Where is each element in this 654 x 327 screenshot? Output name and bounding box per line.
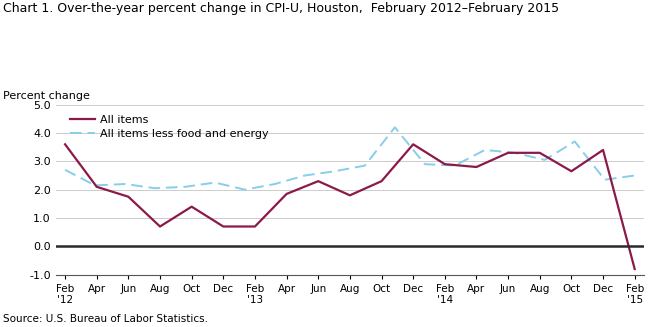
All items (377, 179, 385, 183)
All items (93, 185, 101, 189)
All items (61, 142, 69, 146)
All items less food and energy (91, 183, 99, 187)
All items (346, 193, 354, 197)
All items less food and energy (241, 188, 249, 192)
All items less food and energy (61, 168, 69, 172)
All items (568, 169, 576, 173)
All items less food and energy (601, 178, 609, 182)
All items (599, 148, 607, 152)
Line: All items: All items (65, 144, 634, 269)
All items less food and energy (121, 182, 129, 186)
All items (536, 151, 543, 155)
All items less food and energy (271, 182, 279, 186)
All items less food and energy (511, 151, 519, 155)
All items less food and energy (451, 164, 458, 167)
All items less food and energy (630, 174, 638, 178)
All items (441, 162, 449, 166)
All items (219, 225, 227, 229)
All items less food and energy (421, 162, 429, 166)
All items less food and energy (571, 140, 579, 144)
All items less food and energy (301, 174, 309, 178)
All items (473, 165, 481, 169)
All items less food and energy (211, 181, 219, 184)
All items less food and energy (331, 169, 339, 173)
All items less food and energy (481, 148, 489, 152)
All items (283, 192, 290, 196)
All items less food and energy (541, 158, 549, 162)
All items (156, 225, 164, 229)
Text: Chart 1. Over-the-year percent change in CPI-U, Houston,  February 2012–February: Chart 1. Over-the-year percent change in… (3, 2, 559, 15)
All items (504, 151, 512, 155)
All items less food and energy (151, 186, 159, 190)
All items (630, 267, 638, 271)
All items (188, 205, 196, 209)
All items (315, 179, 322, 183)
All items (251, 225, 259, 229)
Legend: All items, All items less food and energy: All items, All items less food and energ… (67, 112, 272, 142)
All items (124, 195, 132, 199)
All items (409, 142, 417, 146)
Text: Source: U.S. Bureau of Labor Statistics.: Source: U.S. Bureau of Labor Statistics. (3, 314, 208, 324)
Text: Percent change: Percent change (3, 91, 90, 101)
All items less food and energy (181, 185, 189, 189)
All items less food and energy (361, 164, 369, 167)
All items less food and energy (391, 125, 399, 129)
Line: All items less food and energy: All items less food and energy (65, 127, 634, 190)
